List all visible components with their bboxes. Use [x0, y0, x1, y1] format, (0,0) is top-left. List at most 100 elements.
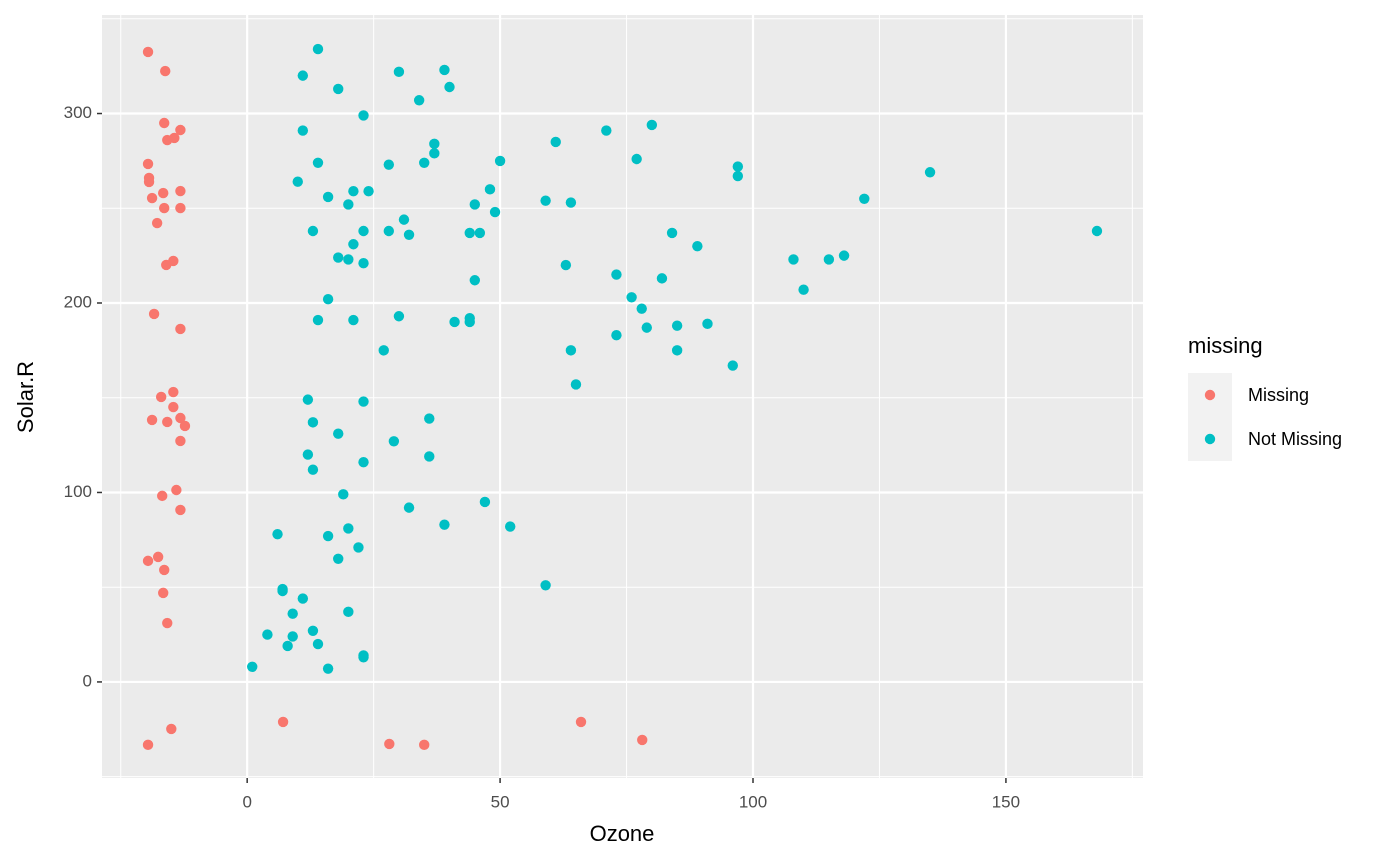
point — [383, 159, 395, 170]
point — [333, 553, 344, 564]
point — [732, 170, 744, 182]
point — [575, 716, 587, 728]
point — [247, 661, 258, 672]
point — [469, 199, 480, 210]
points — [142, 43, 1103, 751]
y-tick-label: 0 — [83, 671, 92, 690]
point — [175, 323, 186, 335]
point — [626, 292, 637, 303]
legend-swatch — [1204, 389, 1216, 401]
point — [333, 252, 344, 263]
point — [611, 269, 622, 280]
point — [333, 83, 344, 95]
point — [152, 551, 164, 563]
point — [277, 716, 289, 728]
point — [798, 284, 809, 295]
point — [322, 191, 334, 203]
point — [272, 528, 283, 540]
point — [171, 484, 182, 496]
point — [159, 564, 170, 576]
point — [322, 663, 334, 674]
point — [413, 95, 425, 106]
point — [175, 185, 186, 197]
point — [540, 580, 551, 591]
point — [1091, 225, 1103, 237]
point — [636, 303, 647, 314]
point — [383, 225, 395, 237]
point — [570, 379, 582, 390]
x-tick-label: 100 — [739, 792, 767, 811]
point — [419, 739, 430, 751]
legend-title: missing — [1188, 333, 1263, 358]
point — [859, 193, 870, 204]
point — [282, 640, 293, 652]
point — [637, 734, 648, 746]
point — [161, 259, 172, 271]
y-tick-label: 100 — [64, 482, 92, 501]
point — [175, 202, 186, 214]
point — [343, 254, 354, 265]
point — [142, 555, 154, 567]
point — [312, 43, 324, 55]
point — [142, 158, 154, 170]
point — [297, 70, 309, 81]
point — [444, 81, 455, 93]
point — [169, 132, 180, 144]
point — [358, 110, 369, 121]
point — [464, 316, 475, 328]
point — [393, 66, 405, 78]
point — [307, 625, 319, 636]
point — [358, 652, 369, 663]
x-axis-title: Ozone — [590, 821, 655, 846]
point — [363, 186, 374, 197]
point — [166, 723, 177, 735]
point — [142, 739, 154, 751]
point — [358, 225, 369, 237]
point — [646, 119, 658, 131]
point — [671, 320, 683, 331]
point — [307, 464, 319, 475]
panel — [102, 15, 1143, 778]
point — [403, 502, 415, 513]
point — [479, 496, 491, 508]
point — [540, 195, 551, 206]
point — [162, 617, 173, 629]
point — [155, 391, 167, 403]
point — [343, 199, 354, 210]
point — [175, 412, 186, 424]
point — [162, 416, 173, 428]
point — [388, 436, 400, 447]
point — [348, 186, 359, 197]
point — [143, 176, 155, 188]
point — [439, 519, 450, 530]
point — [550, 136, 561, 148]
point — [403, 229, 415, 240]
point — [419, 157, 430, 168]
point — [175, 504, 186, 516]
point — [348, 314, 359, 326]
point — [378, 345, 389, 356]
legend-label: Missing — [1248, 385, 1309, 405]
y-tick-label: 300 — [64, 103, 92, 122]
point — [358, 396, 369, 407]
point — [348, 239, 359, 250]
point — [148, 308, 160, 320]
point — [343, 606, 354, 618]
legend-label: Not Missing — [1248, 429, 1342, 449]
point — [158, 587, 169, 599]
point — [565, 345, 577, 356]
grid — [102, 15, 1143, 778]
point — [151, 217, 163, 229]
point — [671, 345, 683, 356]
x-tick-label: 150 — [992, 792, 1020, 811]
point — [160, 65, 171, 77]
y-axis-title: Solar.R — [13, 361, 38, 433]
point — [307, 225, 319, 237]
point — [484, 184, 496, 195]
point — [146, 192, 158, 204]
point — [333, 428, 344, 439]
point — [439, 64, 450, 76]
point — [312, 157, 324, 168]
point — [565, 197, 577, 208]
